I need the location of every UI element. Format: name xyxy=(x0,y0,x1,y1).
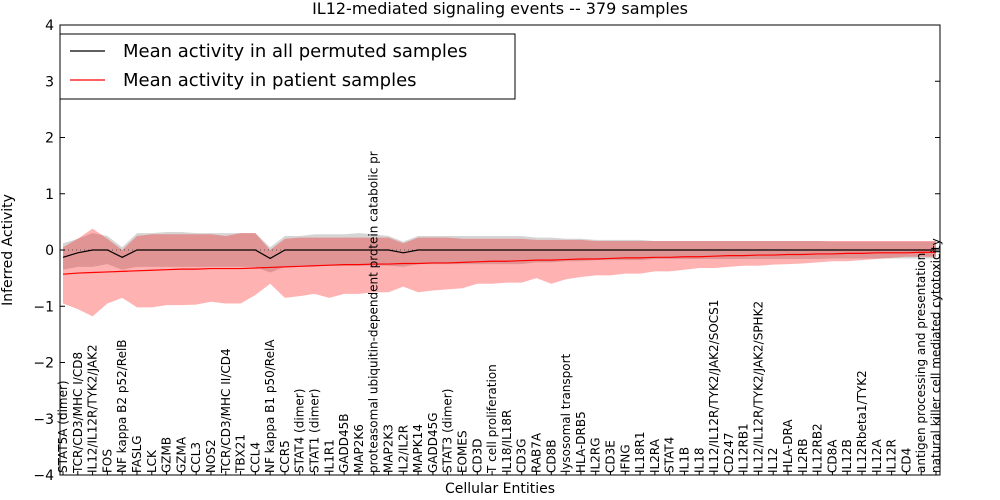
x-tick-label: IL2RG xyxy=(589,438,603,474)
x-tick-label: MAPK14 xyxy=(411,424,425,473)
x-tick-label: NF kappa B1 p50/RelA xyxy=(263,339,277,473)
x-tick-label: IL1R1 xyxy=(322,439,336,473)
x-tick-label: CD8B xyxy=(544,440,558,474)
x-tick-label: IL18/IL18R xyxy=(500,410,514,473)
y-tick-label: 1 xyxy=(45,187,54,203)
x-tick-label: HLA-DRB5 xyxy=(574,411,588,473)
x-tick-labels: STAT5A (dimer) TCR/CD3/MHC I/CD8 IL12/IL12… xyxy=(56,151,943,475)
chart-title: IL12-mediated signaling events -- 379 sa… xyxy=(312,0,688,18)
x-tick-label: GZMB xyxy=(160,437,174,473)
x-tick-label: CD8A xyxy=(825,439,839,473)
x-tick-label: IL12Rbeta1/TYK2 xyxy=(855,370,869,473)
x-tick-label: NF kappa B2 p52/RelB xyxy=(115,339,129,473)
legend-box xyxy=(59,33,516,100)
x-tick-label: HLA-DRA xyxy=(781,419,795,473)
x-tick-label: MAP2K6 xyxy=(352,424,366,473)
x-tick-label: MAP2K3 xyxy=(382,424,396,473)
y-tick-label: 4 xyxy=(45,18,54,34)
x-tick-label: IL2/IL2R xyxy=(396,425,410,473)
x-tick-label: natural killer cell mediated cytotoxicit… xyxy=(929,238,943,473)
x-tick-label: IL12/IL12R/TYK2/JAK2/SOCS1 xyxy=(707,300,721,473)
x-tick-label: STAT5A (dimer) xyxy=(56,380,70,473)
x-tick-label: IFNG xyxy=(618,444,632,473)
x-tick-label: IL12A xyxy=(870,439,884,473)
legend: Mean activity in all permuted samples Me… xyxy=(59,33,516,100)
permuted-range-band xyxy=(63,232,936,273)
y-tick-label: −4 xyxy=(33,468,54,484)
permuted-mean-line xyxy=(62,249,936,260)
legend-label-permuted: Mean activity in all permuted samples xyxy=(123,41,467,62)
x-tick-label: TBX21 xyxy=(234,434,248,474)
plot-frame xyxy=(59,24,941,476)
x-tick-label: CD3E xyxy=(603,440,617,473)
y-tick-label: −1 xyxy=(33,299,54,315)
x-tick-label: IL12 xyxy=(766,448,780,474)
line-layer xyxy=(60,249,940,275)
x-tick-label: IL12B xyxy=(840,439,854,473)
x-tick-label: CCR5 xyxy=(278,440,292,473)
x-tick-label: IL18R1 xyxy=(633,432,647,473)
y-tick-label: −2 xyxy=(33,356,54,372)
x-tick-label: TCR/CD3/MHC II/CD4 xyxy=(219,348,233,474)
x-tick-label: FASLG xyxy=(130,435,144,473)
x-tick-label: EOMES xyxy=(456,430,470,473)
x-tick-label: proteasomal ubiquitin-dependent protein … xyxy=(367,151,381,473)
x-tick-label: NOS2 xyxy=(204,439,218,473)
x-tick-label: IL1B xyxy=(677,447,691,473)
x-tick-label: T cell proliferation xyxy=(485,364,499,474)
x-axis-label: Cellular Entities xyxy=(445,481,555,497)
x-tick-label: CD3G xyxy=(515,438,529,473)
x-tick-label: IL12R xyxy=(885,439,899,473)
x-tick-label: CCL3 xyxy=(189,442,203,473)
x-tick-label: STAT4 (dimer) xyxy=(293,389,307,473)
x-tick-label: CCL4 xyxy=(248,442,262,473)
y-tick-label: 3 xyxy=(45,74,54,90)
x-tick-label: RAB7A xyxy=(529,432,543,473)
x-tick-label: GZMA xyxy=(174,436,188,473)
x-tick-label: GADD45B xyxy=(337,414,351,474)
x-tick-label: IL12/IL12R/TYK2/JAK2 xyxy=(86,344,100,473)
patient-mean-line xyxy=(62,251,936,275)
x-tick-label: lysosomal transport xyxy=(559,353,573,473)
y-tick-label: −3 xyxy=(33,412,54,428)
y-tick-label: 2 xyxy=(45,131,54,147)
y-tick-label: 0 xyxy=(45,243,54,259)
x-tick-label: IL2RB xyxy=(796,439,810,473)
x-tick-label: CD3D xyxy=(470,439,484,473)
x-tick-label: STAT1 (dimer) xyxy=(308,389,322,473)
y-ticks: −4 −3 −2 −1 0 1 2 3 4 xyxy=(33,18,940,484)
x-tick-label: STAT4 xyxy=(663,437,677,473)
x-tick-label: IL12RB2 xyxy=(811,423,825,473)
x-tick-label: CD4 xyxy=(899,448,913,473)
y-axis-label: Inferred Activity xyxy=(0,194,16,306)
x-tick-label: IL2RA xyxy=(648,438,662,473)
x-tick-label: GADD45G xyxy=(426,412,440,473)
x-tick-label: TCR/CD3/MHC I/CD8 xyxy=(71,352,85,474)
legend-label-patient: Mean activity in patient samples xyxy=(123,70,417,91)
x-tick-label: LCK xyxy=(145,449,159,473)
x-tick-label: antigen processing and presentation xyxy=(914,253,928,473)
x-tick-label: STAT3 (dimer) xyxy=(441,389,455,473)
x-tick-label: CD247 xyxy=(722,432,736,473)
x-tick-label: IL12RB1 xyxy=(737,423,751,473)
x-tick-label: IL18 xyxy=(692,448,706,474)
x-tick-label: FOS xyxy=(100,449,114,473)
x-tick-label: IL12/IL12R/TYK2/JAK2/SPHK2 xyxy=(751,301,765,473)
